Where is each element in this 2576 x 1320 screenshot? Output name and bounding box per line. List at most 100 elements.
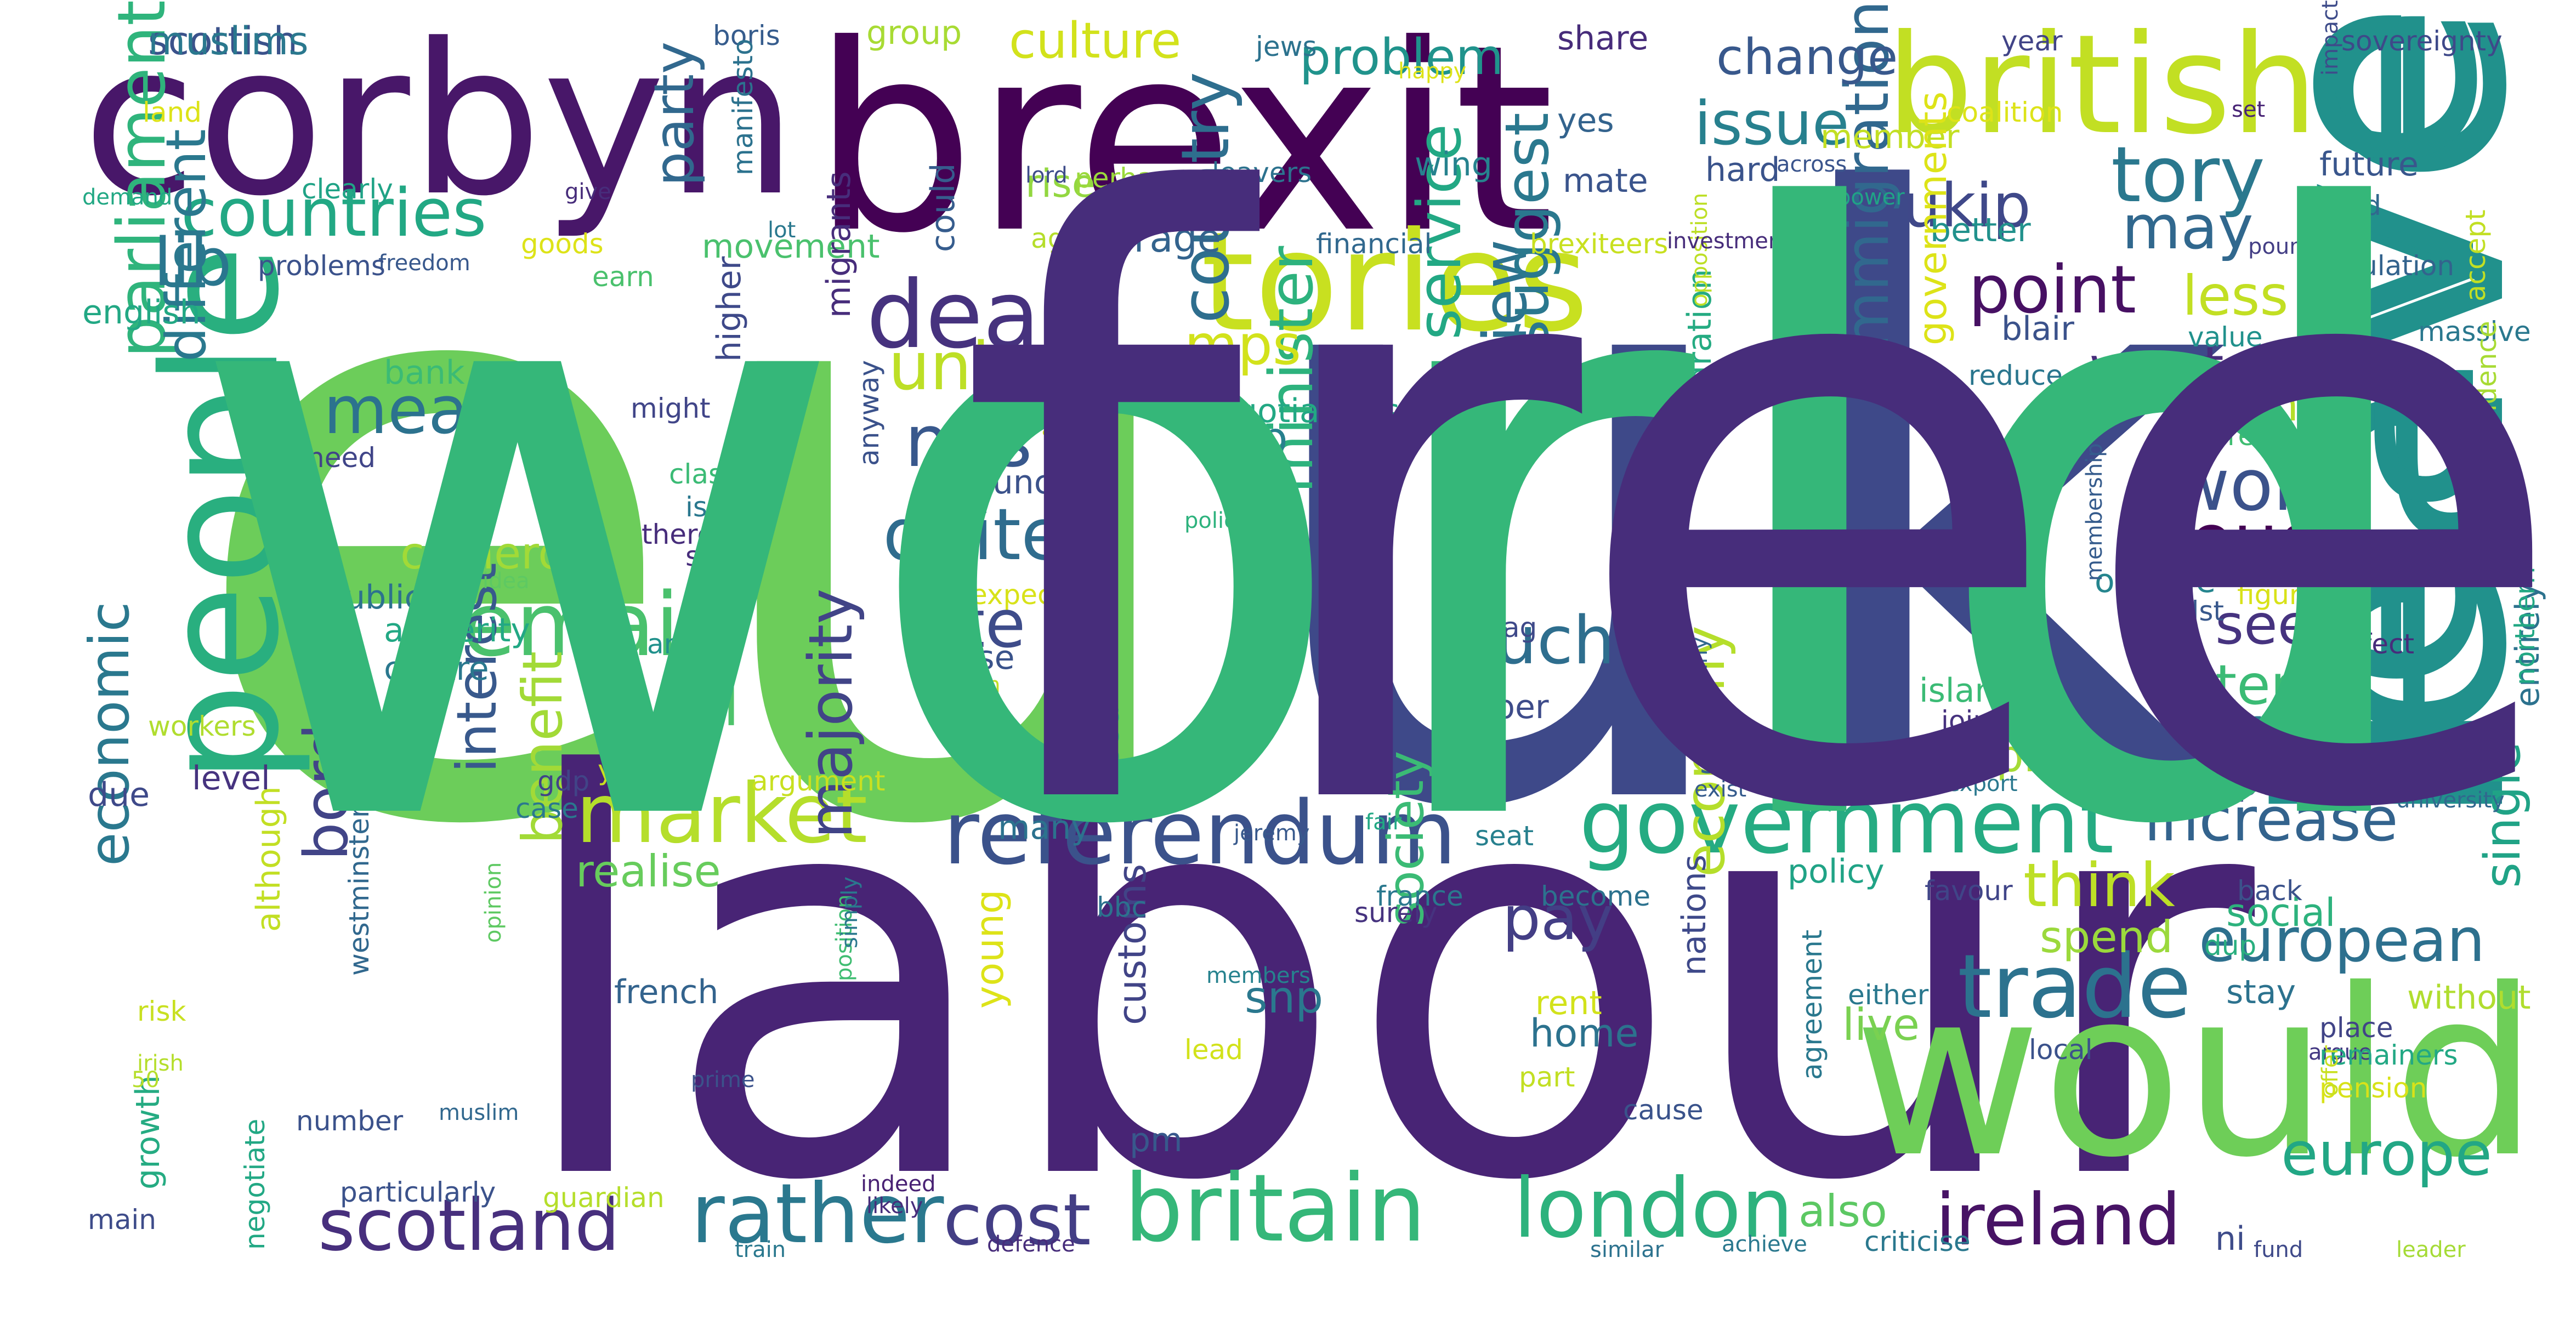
cloud-word: spend xyxy=(2040,912,2174,963)
cloud-word: european xyxy=(2199,905,2486,975)
cloud-word: jews xyxy=(1256,31,1317,62)
cloud-word: issue xyxy=(1694,88,1849,158)
cloud-word: israel xyxy=(685,491,760,523)
cloud-word: labour xyxy=(510,662,2255,1300)
cloud-word: need xyxy=(307,442,376,474)
cloud-word: members xyxy=(1206,963,1310,988)
cloud-word: export xyxy=(1947,771,2018,796)
cloud-word: quite xyxy=(883,493,1065,576)
cloud-word: corbyn xyxy=(82,0,798,242)
cloud-word: 50 xyxy=(132,1067,160,1093)
cloud-word: trade xyxy=(1957,935,2192,1038)
cloud-word: argue xyxy=(2308,1040,2372,1065)
cloud-word: class xyxy=(669,458,737,490)
cloud-word: britain xyxy=(1124,1154,1426,1263)
cloud-word: live xyxy=(1842,999,1920,1050)
cloud-word: seat xyxy=(1475,820,1534,852)
cloud-word: due xyxy=(88,776,150,814)
cloud-word: far xyxy=(2243,708,2311,766)
cloud-word: ukip xyxy=(1903,170,2031,241)
cloud-word: sector xyxy=(1700,743,1802,781)
cloud-word: year xyxy=(2001,25,2063,57)
cloud-word: whilst xyxy=(2144,595,2225,627)
cloud-word: cameron xyxy=(400,528,593,579)
cloud-word: deal xyxy=(866,261,1066,369)
cloud-word: university xyxy=(2396,788,2505,813)
cloud-word: french xyxy=(614,973,719,1011)
cloud-word: train xyxy=(735,1237,786,1262)
cloud-word: lead xyxy=(1184,1034,1244,1066)
cloud-word: term xyxy=(2215,653,2346,717)
cloud-word: police xyxy=(1184,508,1250,533)
cloud-word: population xyxy=(2308,250,2455,282)
cloud-word: exist xyxy=(1694,777,1747,802)
cloud-word: dup xyxy=(2204,930,2257,961)
cloud-word: remain xyxy=(428,573,735,676)
cloud-word: either xyxy=(1848,979,1929,1011)
cloud-word: hard xyxy=(1705,151,1780,189)
cloud-word: scotland xyxy=(318,1184,620,1267)
cloud-word: well xyxy=(620,669,740,739)
cloud-word: wag xyxy=(1480,612,1537,644)
cloud-word: move xyxy=(2391,518,2483,556)
cloud-word: public xyxy=(324,578,423,617)
cloud-word: investment xyxy=(1667,229,1791,254)
cloud-word: british xyxy=(1886,5,2318,164)
cloud-word: reduce xyxy=(1968,360,2063,391)
cloud-word: lot xyxy=(768,218,796,243)
cloud-word: realise xyxy=(576,846,721,897)
cloud-word: leavers xyxy=(1212,157,1312,189)
cloud-word: change xyxy=(1716,29,1898,86)
cloud-word: think xyxy=(2023,850,2175,920)
cloud-word: place xyxy=(2319,1012,2393,1044)
cloud-word: stay xyxy=(2226,973,2296,1011)
cloud-word: countries xyxy=(181,175,487,252)
cloud-word: price xyxy=(1996,731,2106,782)
cloud-word: happy xyxy=(1398,59,1467,84)
cloud-word: point xyxy=(1968,252,2137,328)
cloud-word: farage xyxy=(1097,216,1221,261)
cloud-word: ni xyxy=(2215,1220,2245,1258)
cloud-word: figure xyxy=(2237,579,2317,611)
cloud-word: rent xyxy=(1535,984,1602,1022)
cloud-word: france xyxy=(1376,880,1463,912)
cloud-word: become xyxy=(1541,880,1651,912)
cloud-word: guardian xyxy=(543,1182,665,1214)
cloud-word: government xyxy=(1579,771,2114,873)
cloud-word: pound xyxy=(2248,234,2317,259)
cloud-word: work xyxy=(2171,443,2344,527)
cloud-word: men xyxy=(614,743,688,781)
cloud-word: criticise xyxy=(1864,1226,1971,1258)
cloud-word: muslims xyxy=(148,19,309,64)
cloud-word: lib xyxy=(154,225,232,301)
cloud-word: would xyxy=(1853,940,2539,1208)
cloud-word: boris xyxy=(713,20,780,52)
cloud-word: years xyxy=(598,754,673,786)
cloud-word: brexiteers xyxy=(1530,228,1669,260)
cloud-word: pm xyxy=(1130,1121,1183,1159)
cloud-word: eu xyxy=(181,48,1208,1005)
cloud-word: mps xyxy=(1184,313,1301,377)
cloud-word: ireland xyxy=(1936,1178,2181,1261)
cloud-word: rather xyxy=(691,1167,944,1262)
cloud-word: freedom xyxy=(378,251,470,276)
cloud-word: fair xyxy=(1365,810,1402,835)
cloud-word: bank xyxy=(384,354,465,392)
cloud-word: sort xyxy=(685,540,739,572)
cloud-word: cost xyxy=(943,1178,1091,1261)
cloud-word: economic xyxy=(77,601,141,866)
cloud-word: local xyxy=(2029,1034,2093,1066)
cloud-word: value xyxy=(2188,321,2263,353)
cloud-word: theresa xyxy=(2182,420,2286,452)
cloud-word: join xyxy=(1941,705,1991,737)
cloud-word: mp xyxy=(1217,413,1288,464)
cloud-word: achieve xyxy=(1722,1232,1807,1257)
cloud-word: expect xyxy=(971,579,1064,611)
cloud-word: goods xyxy=(521,228,604,260)
cloud-word: wing xyxy=(1415,145,1493,184)
cloud-word: risk xyxy=(137,995,186,1027)
cloud-word: council xyxy=(954,463,1071,502)
cloud-word: surely xyxy=(1354,897,1438,929)
cloud-word: across xyxy=(1777,152,1847,177)
